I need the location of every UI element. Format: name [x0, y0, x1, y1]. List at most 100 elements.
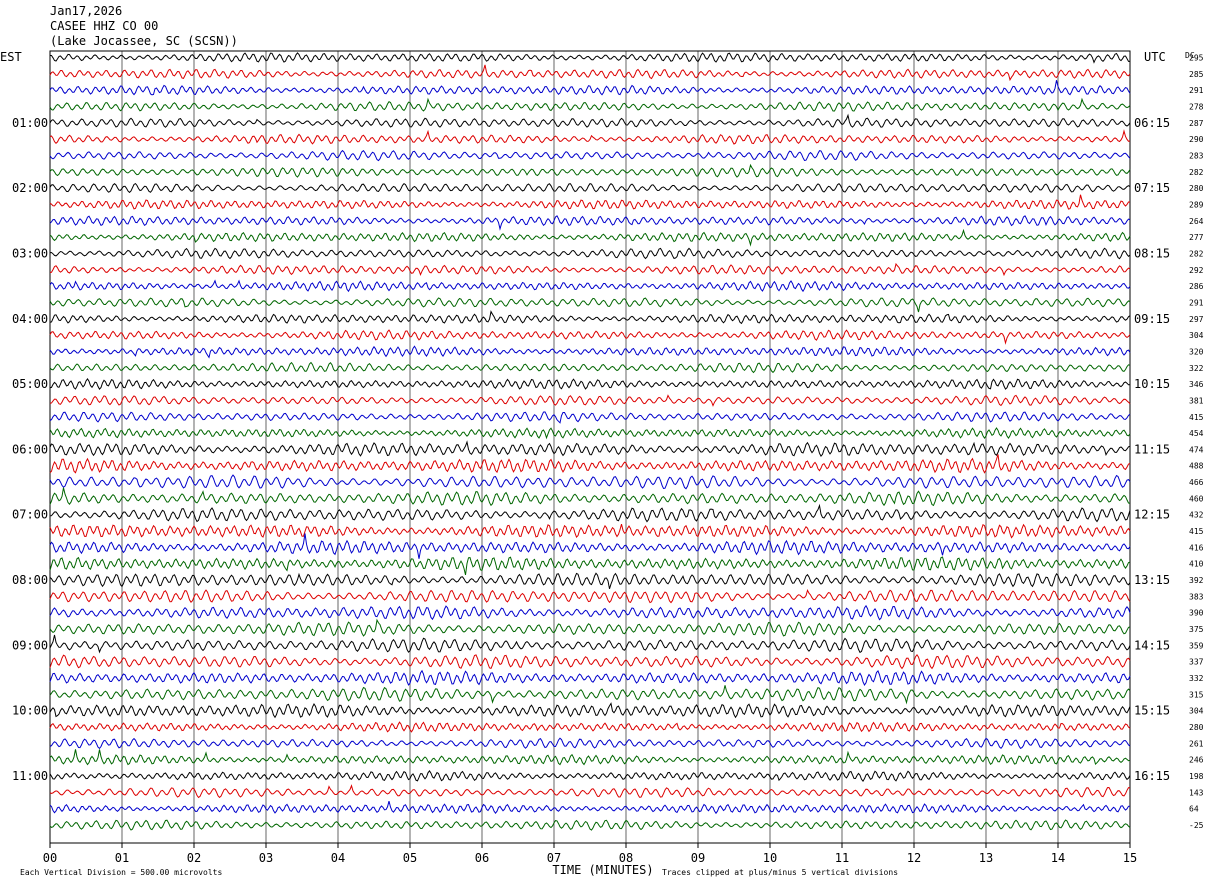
- trace-line: [50, 52, 1130, 64]
- dc-offset-label: 416: [1189, 543, 1204, 552]
- trace-line: [49, 572, 1131, 589]
- trace-line: [49, 129, 1131, 145]
- trace-line: [49, 247, 1131, 260]
- trace-line: [49, 394, 1131, 407]
- trace-line: [49, 800, 1131, 815]
- dc-offset-label: 460: [1189, 494, 1204, 503]
- dc-offset-label: 291: [1189, 86, 1204, 95]
- trace-line: [49, 533, 1131, 559]
- est-axis-label: EST: [0, 50, 22, 64]
- dc-offset-label: 454: [1189, 429, 1204, 438]
- trace-line: [49, 113, 1131, 128]
- x-tick-label: 11: [835, 851, 849, 865]
- dc-offset-label: 332: [1189, 674, 1204, 683]
- trace-line: [49, 80, 1131, 96]
- trace-line: [49, 297, 1131, 313]
- est-hour-label: 08:00: [12, 573, 48, 587]
- trace-line: [49, 588, 1131, 604]
- est-hour-label: 05:00: [12, 377, 48, 391]
- trace-line: [49, 653, 1131, 670]
- x-tick-label: 12: [907, 851, 921, 865]
- dc-offset-label: 337: [1189, 658, 1204, 667]
- trace-line: [49, 345, 1131, 359]
- trace-line: [49, 503, 1131, 523]
- dc-offset-label: 392: [1189, 576, 1204, 585]
- x-tick-label: 00: [43, 851, 57, 865]
- dc-offset-label: 289: [1189, 200, 1204, 209]
- x-tick-label: 06: [475, 851, 489, 865]
- est-hour-label: 01:00: [12, 116, 48, 130]
- trace-line: [49, 770, 1131, 782]
- utc-hour-label: 06:15: [1134, 116, 1170, 130]
- trace-line: [49, 378, 1130, 390]
- utc-hour-label: 07:15: [1134, 181, 1170, 195]
- trace-line: [49, 310, 1131, 325]
- dc-offset-label: 198: [1189, 772, 1204, 781]
- trace-line: [49, 194, 1130, 210]
- dc-offset-label: 264: [1189, 217, 1204, 226]
- station-label: CASEE HHZ CO 00: [50, 19, 159, 33]
- x-tick-label: 03: [259, 851, 273, 865]
- dc-offset-label: 432: [1189, 511, 1204, 520]
- est-hour-label: 11:00: [12, 769, 48, 783]
- utc-hour-label: 09:15: [1134, 312, 1170, 326]
- trace-line: [49, 454, 1131, 474]
- dc-offset-label: 283: [1189, 151, 1204, 160]
- dc-offset-label: 390: [1189, 609, 1204, 618]
- trace-line: [49, 819, 1131, 831]
- x-tick-label: 10: [763, 851, 777, 865]
- dc-offset-label: 346: [1189, 380, 1204, 389]
- trace-line: [49, 669, 1131, 687]
- trace-line: [49, 279, 1131, 293]
- x-tick-label: 09: [691, 851, 705, 865]
- dc-offset-label: 415: [1189, 527, 1204, 536]
- footer-scale-note: Each Vertical Division = 500.00 microvol…: [20, 868, 222, 877]
- dc-offset-label: 287: [1189, 119, 1204, 128]
- dc-offset-label: 304: [1189, 331, 1204, 340]
- x-tick-label: 01: [115, 851, 129, 865]
- est-hour-label: 04:00: [12, 312, 48, 326]
- utc-hour-label: 14:15: [1134, 638, 1170, 652]
- dc-offset-label: 285: [1189, 70, 1204, 79]
- trace-line: [49, 361, 1131, 374]
- trace-line: [49, 64, 1131, 82]
- trace-line: [49, 329, 1131, 345]
- est-hour-label: 06:00: [12, 442, 48, 456]
- trace-line: [49, 474, 1131, 490]
- dc-offset-label: 280: [1189, 723, 1204, 732]
- x-tick-label: 08: [619, 851, 633, 865]
- dc-offset-label: 143: [1189, 788, 1204, 797]
- est-hour-label: 03:00: [12, 246, 48, 260]
- dc-offset-label: 291: [1189, 298, 1204, 307]
- dc-offset-label: 320: [1189, 347, 1204, 356]
- dc-offset-label: 297: [1189, 315, 1204, 324]
- trace-line: [49, 737, 1131, 750]
- trace-line: [49, 149, 1131, 162]
- dc-offset-label: 295: [1189, 54, 1204, 63]
- trace-line: [49, 721, 1131, 733]
- est-hour-label: 07:00: [12, 508, 48, 522]
- axis-labels: 00 01 02 03 04 05 06 07 08 09 10 11 12 13 14 15 295 285 29…: [0, 50, 1204, 877]
- dc-offset-label: 280: [1189, 184, 1204, 193]
- trace-line: [49, 523, 1131, 539]
- trace-line: [49, 784, 1131, 799]
- trace-line: [49, 702, 1131, 719]
- dc-offset-label: 278: [1189, 102, 1204, 111]
- x-tick-label: 05: [403, 851, 417, 865]
- dc-offset-label: 282: [1189, 168, 1204, 177]
- dc-column-label: DC: [1185, 51, 1195, 60]
- est-hour-label: 10:00: [12, 704, 48, 718]
- dc-offset-label: 304: [1189, 707, 1204, 716]
- date-label: Jan17,2026: [50, 4, 123, 18]
- utc-axis-label: UTC: [1144, 50, 1166, 64]
- trace-line: [49, 440, 1131, 457]
- utc-hour-label: 10:15: [1134, 377, 1170, 391]
- dc-offset-label: 474: [1189, 445, 1204, 454]
- utc-hour-label: 16:15: [1134, 769, 1170, 783]
- dc-offset-label: 381: [1189, 396, 1204, 405]
- dc-offset-label: 466: [1189, 478, 1204, 487]
- utc-hour-label: 11:15: [1134, 442, 1170, 456]
- trace-line: [49, 556, 1131, 576]
- trace-line: [49, 749, 1131, 766]
- dc-offset-label: 359: [1189, 641, 1204, 650]
